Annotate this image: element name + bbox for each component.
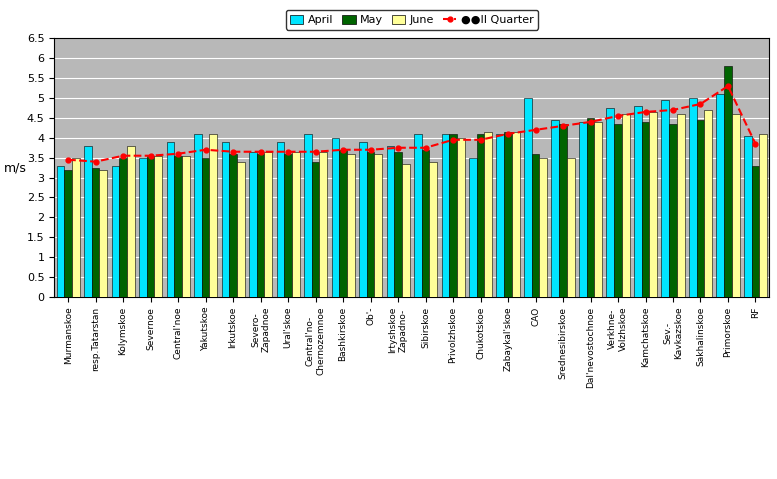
Bar [256,154,264,297]
Bar [724,66,732,297]
Bar [402,164,409,297]
Y-axis label: m/s: m/s [5,161,27,174]
Bar [484,132,492,297]
Bar [182,156,190,297]
Bar [284,154,292,297]
Bar [340,150,347,297]
Bar [92,168,99,297]
Bar [64,170,72,297]
Bar [531,154,539,297]
Bar [457,138,465,297]
Bar [642,122,650,297]
Bar [449,134,457,297]
Bar [84,146,92,297]
Bar [579,122,587,297]
Bar [539,158,547,297]
Bar [607,108,614,297]
Bar [127,146,134,297]
Bar [194,134,202,297]
Bar [166,142,174,297]
Bar [394,152,402,297]
Bar [634,106,642,297]
Bar [332,138,340,297]
Bar [229,154,237,297]
Bar [249,152,256,297]
Bar [292,152,300,297]
Bar [650,112,657,297]
Bar [120,158,127,297]
Bar [751,166,759,297]
Bar [304,134,312,297]
Bar [367,152,375,297]
Bar [441,134,449,297]
Bar [237,162,245,297]
Bar [567,158,574,297]
Legend: April, May, June, ●●II Quarter: April, May, June, ●●II Quarter [286,10,538,30]
Bar [264,152,272,297]
Bar [359,142,367,297]
Bar [497,134,504,297]
Bar [422,150,430,297]
Bar [386,146,394,297]
Bar [155,156,162,297]
Bar [524,98,531,297]
Bar [587,118,594,297]
Bar [347,154,354,297]
Bar [57,166,64,297]
Bar [221,142,229,297]
Bar [759,134,767,297]
Bar [552,120,559,297]
Bar [512,132,520,297]
Bar [312,162,319,297]
Bar [319,152,327,297]
Bar [622,114,629,297]
Bar [210,134,217,297]
Bar [477,134,484,297]
Bar [594,122,602,297]
Bar [99,170,107,297]
Bar [689,98,697,297]
Bar [139,158,147,297]
Bar [614,124,622,297]
Bar [202,158,210,297]
Bar [375,154,382,297]
Bar [559,124,567,297]
Bar [147,156,155,297]
Bar [697,120,704,297]
Bar [112,166,120,297]
Bar [414,134,422,297]
Bar [732,114,740,297]
Bar [677,114,685,297]
Bar [174,156,182,297]
Bar [661,100,669,297]
Bar [469,158,477,297]
Bar [716,94,724,297]
Bar [72,158,80,297]
Bar [704,110,712,297]
Bar [744,136,751,297]
Bar [430,162,437,297]
Bar [277,142,284,297]
Bar [504,132,512,297]
Bar [669,124,677,297]
